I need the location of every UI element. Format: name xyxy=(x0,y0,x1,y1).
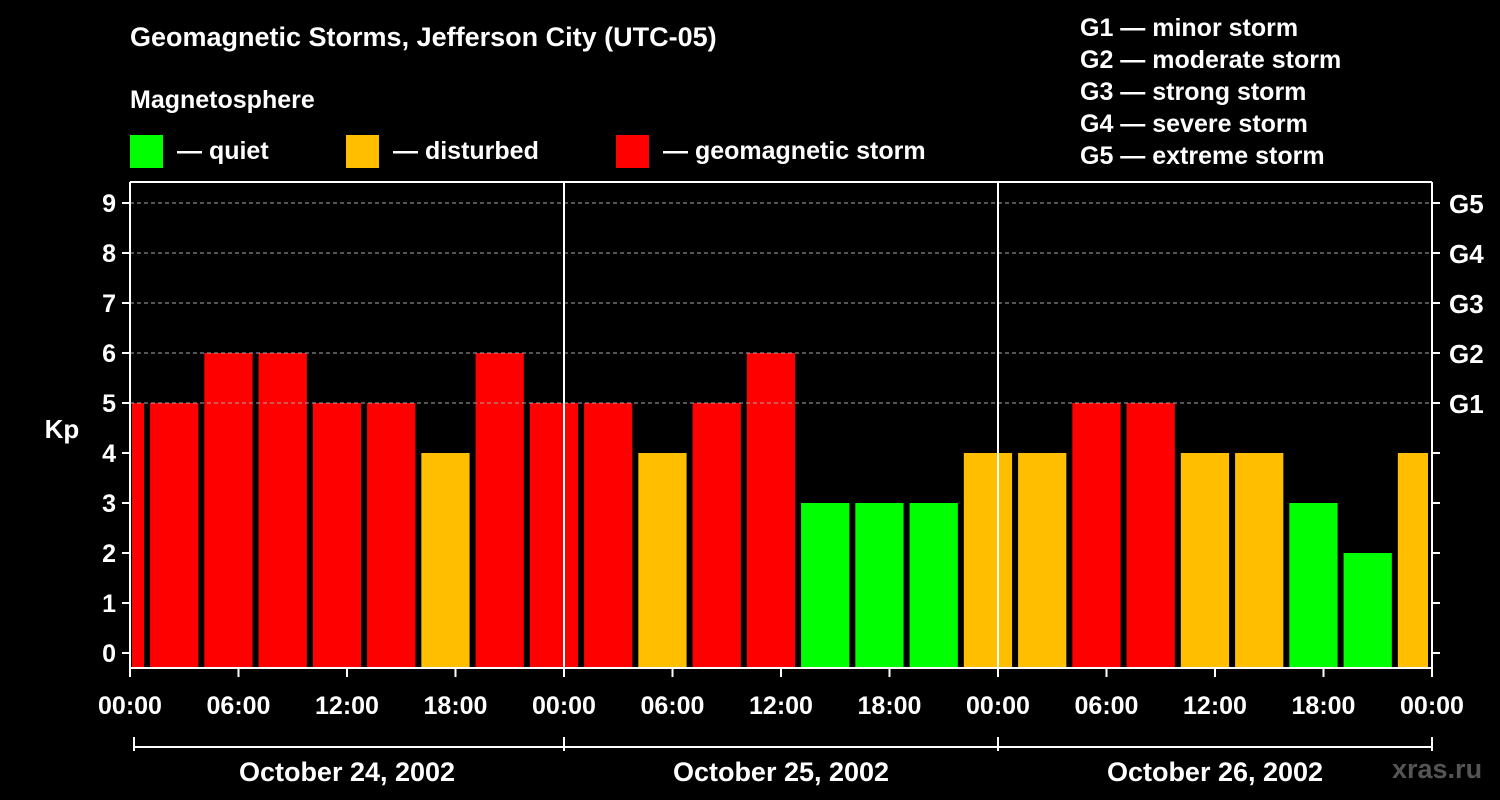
g-level-label-g4: G4 xyxy=(1449,239,1484,269)
x-tick-label: 06:00 xyxy=(207,692,271,720)
y-tick-label: 6 xyxy=(102,340,116,368)
kp-bar-3 xyxy=(258,353,307,668)
x-tick-label: 00:00 xyxy=(1400,692,1464,720)
x-tick-label: 12:00 xyxy=(315,692,379,720)
g-level-label-g3: G3 xyxy=(1449,289,1484,319)
x-tick-label: 18:00 xyxy=(1292,692,1356,720)
day-label-2: October 25, 2002 xyxy=(673,757,889,787)
kp-bar-20 xyxy=(1180,453,1230,668)
legend-label-storm: — geomagnetic storm xyxy=(663,136,926,165)
kp-bar-8 xyxy=(529,403,579,668)
kp-bar-11 xyxy=(692,403,741,668)
y-tick-label: 5 xyxy=(102,390,116,418)
x-tick-label: 00:00 xyxy=(98,692,162,720)
kp-bar-5 xyxy=(367,403,416,668)
legend-storm: — geomagnetic storm xyxy=(616,134,926,168)
legend-swatch-storm xyxy=(616,134,649,168)
day-label-3: October 26, 2002 xyxy=(1107,757,1323,787)
g-level-label-g1: G1 xyxy=(1449,389,1484,419)
kp-bar-9 xyxy=(584,403,633,668)
kp-bar-17 xyxy=(1018,453,1067,668)
g-scale-g2: G2 — moderate storm xyxy=(1080,46,1342,74)
kp-bar-15 xyxy=(909,503,958,668)
x-tick-label: 06:00 xyxy=(641,692,705,720)
kp-bar-23 xyxy=(1343,553,1392,668)
legend-label-disturbed: — disturbed xyxy=(393,136,539,165)
y-axis-label: Kp xyxy=(45,414,80,444)
kp-bar-7 xyxy=(475,353,524,668)
day-label-1: October 24, 2002 xyxy=(239,757,455,787)
y-tick-label: 7 xyxy=(102,290,116,318)
kp-bar-2 xyxy=(204,353,253,668)
kp-bar-4 xyxy=(312,403,362,668)
kp-bar-19 xyxy=(1126,403,1175,668)
x-tick-label: 06:00 xyxy=(1075,692,1139,720)
magnetosphere-label: Magnetosphere xyxy=(130,86,315,114)
g-scale-g3: G3 — strong storm xyxy=(1080,78,1307,106)
legend-label-quiet: — quiet xyxy=(177,136,269,165)
kp-bar-12 xyxy=(746,353,796,668)
x-tick-label: 12:00 xyxy=(1183,692,1247,720)
y-tick-label: 0 xyxy=(102,640,116,668)
kp-bar-18 xyxy=(1072,403,1121,668)
g-level-label-g5: G5 xyxy=(1449,189,1484,219)
g-scale-g5: G5 — extreme storm xyxy=(1080,142,1325,170)
kp-bar-10 xyxy=(638,453,687,668)
g-scale-g1: G1 — minor storm xyxy=(1080,14,1299,42)
chart-title: Geomagnetic Storms, Jefferson City (UTC-… xyxy=(130,22,717,52)
legend-disturbed: — disturbed xyxy=(346,134,539,168)
legend-quiet: — quiet xyxy=(130,134,269,168)
x-tick-label: 12:00 xyxy=(749,692,813,720)
kp-bar-6 xyxy=(421,453,470,668)
y-tick-label: 8 xyxy=(102,240,116,268)
x-tick-label: 00:00 xyxy=(532,692,596,720)
x-tick-label: 18:00 xyxy=(424,692,488,720)
y-tick-label: 9 xyxy=(102,190,116,218)
kp-bar-22 xyxy=(1289,503,1338,668)
kp-bar-24 xyxy=(1397,453,1428,668)
watermark: xras.ru xyxy=(1392,754,1483,784)
y-tick-label: 4 xyxy=(102,440,116,468)
x-tick-label: 00:00 xyxy=(966,692,1030,720)
g-scale-g4: G4 — severe storm xyxy=(1080,110,1308,138)
legend-swatch-disturbed xyxy=(346,134,379,168)
kp-bar-16 xyxy=(963,453,1013,668)
kp-bar-1 xyxy=(150,403,199,668)
g-level-label-g2: G2 xyxy=(1449,339,1484,369)
y-tick-label: 3 xyxy=(102,490,116,518)
legend-swatch-quiet xyxy=(130,134,163,168)
y-tick-label: 2 xyxy=(102,540,116,568)
kp-bar-0 xyxy=(132,403,145,668)
x-tick-label: 18:00 xyxy=(858,692,922,720)
kp-bar-14 xyxy=(855,503,904,668)
kp-bar-13 xyxy=(801,503,850,668)
y-tick-label: 1 xyxy=(102,590,116,618)
kp-bar-21 xyxy=(1235,453,1284,668)
